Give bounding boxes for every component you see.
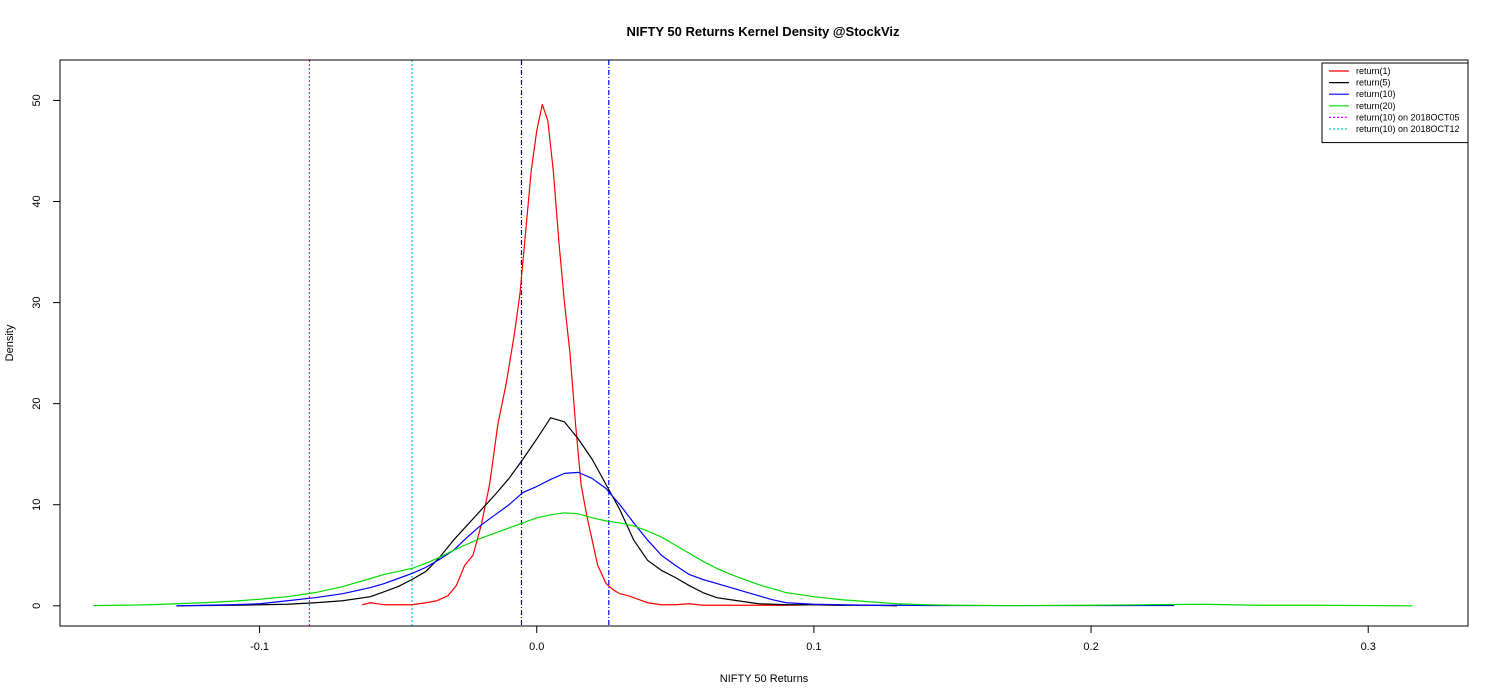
plot-area <box>93 60 1413 626</box>
legend-label: return(10) on 2018OCT12 <box>1356 124 1460 134</box>
x-tick-label: 0.1 <box>806 641 821 653</box>
x-tick-label: 0.0 <box>529 641 544 653</box>
y-tick-label: 0 <box>31 603 43 609</box>
legend-label: return(5) <box>1356 78 1391 88</box>
y-tick-label: 40 <box>31 195 43 207</box>
series-line-return20 <box>93 512 1413 607</box>
series-line-return10 <box>176 471 1175 607</box>
x-tick-label: -0.1 <box>250 641 269 653</box>
x-tick-label: 0.2 <box>1083 641 1098 653</box>
x-axis-label: NIFTY 50 Returns <box>720 673 809 685</box>
series-line-return5 <box>176 417 898 607</box>
y-tick-label: 30 <box>31 296 43 308</box>
legend: return(1)return(5)return(10)return(20)re… <box>1321 62 1469 144</box>
plot-frame <box>59 59 1469 627</box>
y-tick-label: 10 <box>31 499 43 511</box>
y-axis-label: Density <box>4 324 16 361</box>
x-axis: -0.1 0.0 0.1 0.2 0.3 <box>250 626 1376 653</box>
chart-title: NIFTY 50 Returns Kernel Density @StockVi… <box>627 24 901 39</box>
x-tick-label: 0.3 <box>1361 641 1376 653</box>
y-tick-label: 20 <box>31 398 43 410</box>
y-axis: 0 10 20 30 40 50 <box>31 94 60 609</box>
legend-label: return(10) on 2018OCT05 <box>1356 112 1460 122</box>
legend-label: return(10) <box>1356 89 1396 99</box>
legend-label: return(20) <box>1356 101 1396 111</box>
y-tick-label: 50 <box>31 94 43 106</box>
legend-label: return(1) <box>1356 66 1391 76</box>
series-line-return1 <box>361 103 842 606</box>
